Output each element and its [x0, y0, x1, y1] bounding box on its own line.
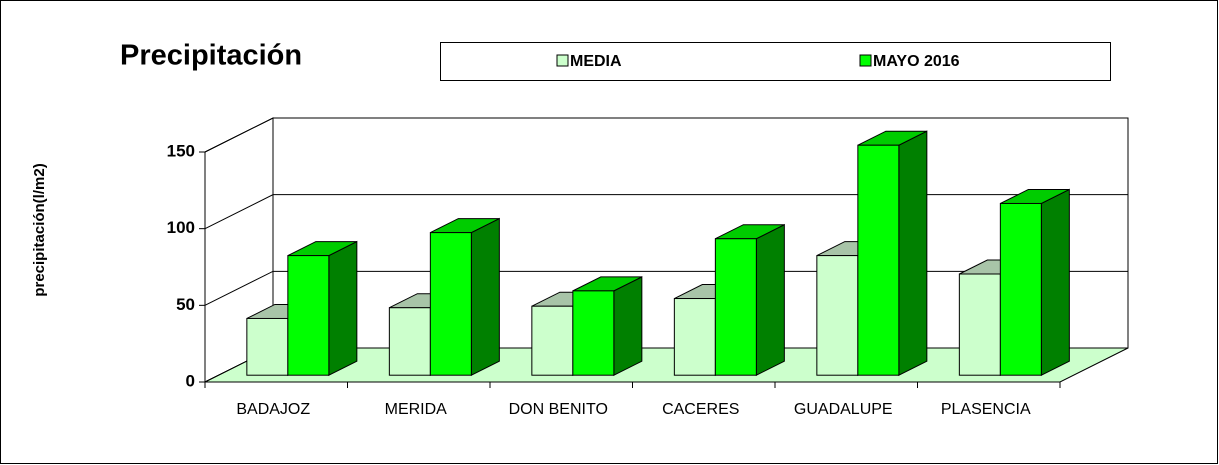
- bar: [287, 255, 330, 376]
- grid-line: [204, 117, 1128, 153]
- bar: [857, 144, 900, 376]
- legend-label: MAYO 2016: [873, 53, 960, 70]
- x-tick-label: DON BENITO: [509, 401, 608, 418]
- y-tick-label: 150: [167, 141, 195, 160]
- x-tick-label: GUADALUPE: [794, 401, 893, 418]
- bar: [388, 307, 431, 376]
- bar: [572, 290, 615, 376]
- y-tick-label: 100: [167, 218, 195, 237]
- bar-side: [755, 223, 785, 377]
- bar: [714, 238, 757, 376]
- y-tick-label: 50: [176, 295, 195, 314]
- y-tick-label: 0: [186, 371, 195, 390]
- bar: [999, 202, 1042, 376]
- bar: [958, 273, 1001, 376]
- bar: [429, 232, 472, 376]
- bar-side: [898, 130, 928, 377]
- legend-swatch: [859, 54, 872, 67]
- bar: [531, 305, 574, 376]
- bar: [246, 317, 289, 376]
- y-axis-label: precipitación(l/m2): [31, 163, 48, 296]
- bar: [816, 255, 859, 376]
- x-tick-label: MERIDA: [385, 401, 448, 418]
- bar-side: [613, 276, 643, 377]
- legend-swatch: [556, 54, 569, 67]
- bar: [673, 298, 716, 376]
- bar-side: [328, 240, 358, 377]
- grid-line: [204, 194, 1128, 230]
- x-tick-label: PLASENCIA: [941, 401, 1031, 418]
- chart-title: Precipitación: [120, 40, 302, 72]
- bar-side: [1040, 188, 1070, 377]
- bar-side: [470, 217, 500, 377]
- legend-box: [440, 42, 1111, 81]
- legend-label: MEDIA: [570, 53, 622, 70]
- x-tick-label: BADAJOZ: [236, 401, 310, 418]
- x-tick-label: CACERES: [662, 401, 739, 418]
